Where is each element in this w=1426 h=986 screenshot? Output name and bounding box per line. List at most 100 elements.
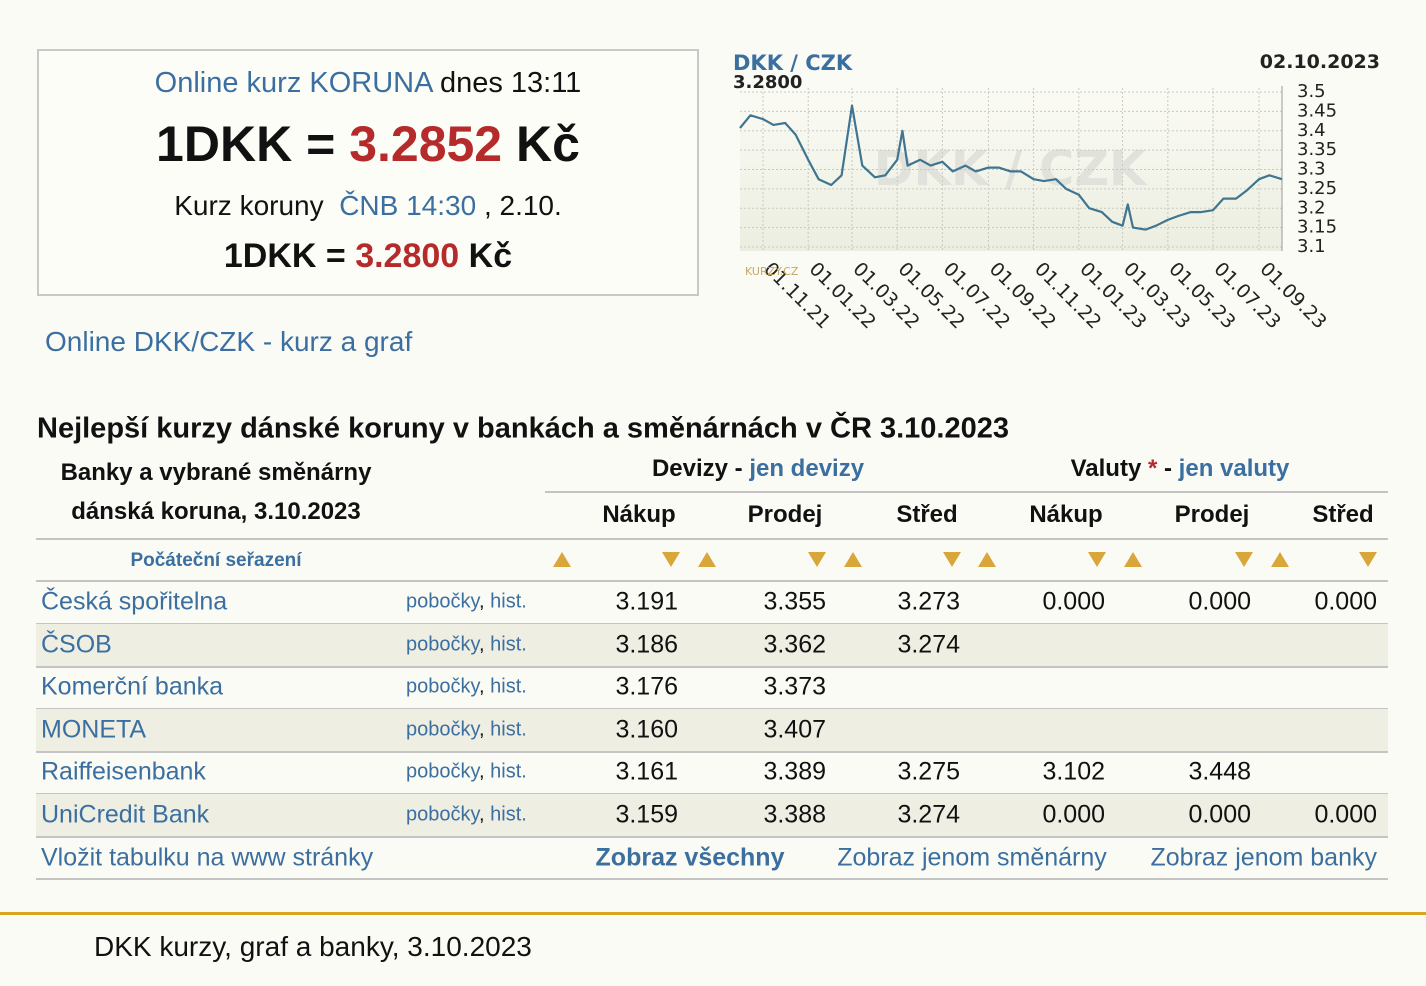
rate-cell: 0.000 xyxy=(1042,800,1105,829)
sort-arrow[interactable] xyxy=(1088,552,1106,567)
rule xyxy=(545,491,1388,493)
bank-name[interactable]: Česká spořitelna xyxy=(41,587,228,616)
rate-cell: 3.362 xyxy=(763,630,826,659)
column-header[interactable]: Prodej xyxy=(747,501,823,528)
bank-link[interactable]: pobočky xyxy=(406,760,480,783)
column-header[interactable]: Prodej xyxy=(1174,501,1250,528)
group-part: - xyxy=(1164,455,1172,482)
online-rate-line: 1DKK = 3.2852 Kč xyxy=(39,115,697,173)
group-part: Valuty xyxy=(1070,455,1142,482)
group-part[interactable]: jen devizy xyxy=(749,455,865,482)
bank-link[interactable]: pobočky xyxy=(406,803,480,826)
rule xyxy=(36,836,1388,838)
rule xyxy=(36,665,1388,668)
row-bg xyxy=(36,708,1388,751)
sort-arrow[interactable] xyxy=(978,552,996,567)
group-part: - xyxy=(734,455,743,482)
chart-logo: KURZY.CZ xyxy=(745,265,799,278)
sort-arrow[interactable] xyxy=(1359,552,1377,567)
column-header[interactable]: Nákup xyxy=(602,501,676,528)
cnb-link[interactable]: ČNB 14:30 xyxy=(339,190,477,221)
bank-name[interactable]: MONETA xyxy=(41,715,147,744)
chart-date: 02.10.2023 xyxy=(1260,51,1380,73)
sort-arrow[interactable] xyxy=(1124,552,1142,567)
rate-cell: 3.186 xyxy=(615,630,678,659)
bank-link[interactable]: hist. xyxy=(490,760,527,783)
chart-last-value: 3.2800 xyxy=(733,72,802,93)
sort-arrow[interactable] xyxy=(943,552,961,567)
y-tick-label: 3.5 xyxy=(1297,81,1326,102)
rate-cell: 3.160 xyxy=(615,715,678,744)
chart-title: DKK / CZK xyxy=(733,51,853,75)
sort-reset[interactable]: Počáteční seřazení xyxy=(130,550,302,571)
sort-arrow[interactable] xyxy=(553,552,571,567)
unit: Kč xyxy=(516,116,580,172)
y-tick-label: 3.35 xyxy=(1297,139,1337,160)
footer-link[interactable]: Vložit tabulku na www stránky xyxy=(41,843,374,872)
sort-arrow[interactable] xyxy=(808,552,826,567)
rule xyxy=(36,538,1388,540)
bank-name[interactable]: Komerční banka xyxy=(41,672,224,701)
cnb-label: Kurz koruny xyxy=(174,190,324,221)
cnb-rate-line: 1DKK = 3.2800 Kč xyxy=(39,237,697,276)
column-header[interactable]: Střed xyxy=(896,501,958,528)
lhs: 1DKK = xyxy=(223,237,346,275)
bank-link[interactable]: pobočky xyxy=(406,718,480,741)
bank-link[interactable]: hist. xyxy=(490,718,527,741)
rate-cell: 0.000 xyxy=(1314,587,1377,616)
rate-cell: 3.373 xyxy=(763,672,826,701)
rate-cell: 3.102 xyxy=(1042,757,1105,786)
online-time: dnes 13:11 xyxy=(439,67,582,99)
y-tick-label: 3.15 xyxy=(1297,217,1337,238)
bank-link[interactable]: pobočky xyxy=(406,590,480,613)
cnb-date: , 2.10. xyxy=(483,190,562,221)
online-label[interactable]: Online kurz KORUNA xyxy=(154,67,432,99)
bank-link[interactable]: pobočky xyxy=(406,633,480,656)
footer-link[interactable]: Zobraz jenom směnárny xyxy=(837,843,1107,872)
sort-arrow[interactable] xyxy=(844,552,862,567)
column-header[interactable]: Nákup xyxy=(1029,501,1103,528)
bank-links: pobočky, hist. xyxy=(406,804,527,827)
plot-area xyxy=(740,88,1282,251)
rate-box: Online kurz KORUNA dnes 13:11 1DKK = 3.2… xyxy=(37,49,699,296)
group-part[interactable]: jen valuty xyxy=(1178,455,1290,482)
price-line xyxy=(739,104,1283,231)
sort-arrow[interactable] xyxy=(1271,552,1289,567)
table-title: Nejlepší kurzy dánské koruny v bankách a… xyxy=(37,412,1009,445)
bank-link[interactable]: hist. xyxy=(490,803,527,826)
footer-link[interactable]: Zobraz jenom banky xyxy=(1150,843,1377,872)
cnb-rate: 3.2800 xyxy=(355,237,460,275)
bank-name[interactable]: Raiffeisenbank xyxy=(41,757,206,786)
sort-arrow[interactable] xyxy=(698,552,716,567)
bank-link[interactable]: hist. xyxy=(490,633,527,656)
y-tick-label: 3.3 xyxy=(1297,159,1326,180)
footer-link[interactable]: Zobraz všechny xyxy=(595,843,785,872)
online-link[interactable]: Online DKK/CZK - kurz a graf xyxy=(45,326,413,357)
rate-cell: 3.159 xyxy=(615,800,678,829)
rate-cell: 3.389 xyxy=(763,757,826,786)
row-bg xyxy=(36,794,1388,836)
rule xyxy=(36,580,1388,582)
bank-name[interactable]: UniCredit Bank xyxy=(41,800,210,829)
bank-link[interactable]: hist. xyxy=(490,590,527,613)
bank-name[interactable]: ČSOB xyxy=(41,630,112,659)
bank-links: pobočky, hist. xyxy=(406,718,527,741)
cnb-line: Kurz koruny ČNB 14:30 , 2.10. xyxy=(39,190,697,222)
rate-cell: 3.355 xyxy=(763,587,826,616)
bank-link[interactable]: hist. xyxy=(490,675,527,698)
rate-cell: 0.000 xyxy=(1314,800,1377,829)
chart: DKK / CZK 3.53.453.43.353.33.253.23.153.1… xyxy=(733,51,1380,333)
rate-cell: 3.191 xyxy=(615,587,678,616)
bank-link[interactable]: pobočky xyxy=(406,675,480,698)
column-header[interactable]: Střed xyxy=(1312,501,1374,528)
online-rate: 3.2852 xyxy=(349,116,503,172)
y-tick-label: 3.25 xyxy=(1297,178,1337,199)
bank-link: , xyxy=(479,760,485,783)
sort-arrow[interactable] xyxy=(1235,552,1253,567)
lhs: 1DKK = xyxy=(156,116,336,172)
bank-links: pobočky, hist. xyxy=(406,633,527,656)
sort-arrow[interactable] xyxy=(662,552,680,567)
corner-line: dánská koruna, 3.10.2023 xyxy=(71,498,361,525)
